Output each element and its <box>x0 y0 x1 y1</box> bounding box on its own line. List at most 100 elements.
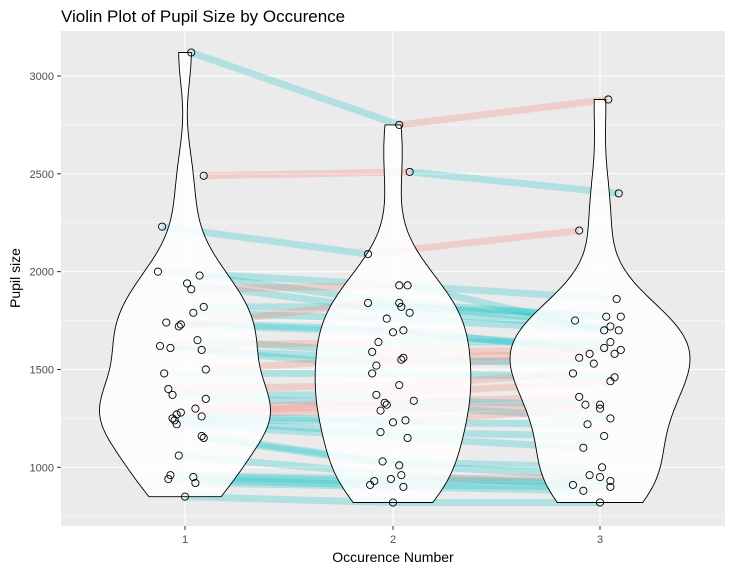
data-point <box>189 473 198 482</box>
data-point <box>366 480 375 489</box>
data-point <box>376 428 385 437</box>
data-point <box>153 267 163 276</box>
data-point <box>363 298 373 308</box>
data-point <box>600 431 609 441</box>
x-tick-label: 3 <box>597 534 603 546</box>
data-point <box>595 400 605 409</box>
x-axis-ticks: 1 2 3 <box>182 526 603 546</box>
x-axis-title: Occurence Number <box>332 549 454 565</box>
data-point <box>382 400 391 409</box>
data-point <box>160 369 169 378</box>
data-point <box>581 400 590 409</box>
data-point <box>616 345 625 354</box>
y-tick-label: 2500 <box>30 169 54 181</box>
data-point <box>568 369 578 378</box>
data-point <box>388 418 398 427</box>
data-point <box>374 338 383 347</box>
data-point <box>174 451 183 460</box>
data-point <box>168 414 177 423</box>
subject-line-segment <box>398 96 609 129</box>
data-point <box>397 302 406 311</box>
data-point <box>602 312 611 321</box>
chart-title: Violin Plot of Pupil Size by Occurence <box>61 7 345 26</box>
data-point <box>579 486 588 495</box>
data-point <box>170 416 179 425</box>
data-point <box>372 361 381 370</box>
y-tick-label: 1500 <box>30 364 54 376</box>
data-point <box>600 326 609 335</box>
data-point <box>199 433 208 443</box>
data-point <box>612 294 621 304</box>
data-point <box>575 392 584 401</box>
data-point <box>164 384 173 394</box>
data-point <box>199 302 208 311</box>
y-tick-label: 3000 <box>30 71 54 83</box>
data-point <box>187 285 196 294</box>
subject-line-segment <box>203 168 410 180</box>
data-point <box>158 222 167 231</box>
data-point <box>606 322 615 331</box>
data-point <box>187 48 196 57</box>
data-point <box>405 167 414 176</box>
data-point <box>164 474 173 484</box>
data-point <box>197 431 206 441</box>
data-point <box>191 404 200 413</box>
data-point <box>598 463 607 472</box>
violin-2 <box>314 124 472 503</box>
data-point <box>172 420 181 429</box>
data-point <box>368 369 377 378</box>
data-point <box>193 336 202 345</box>
x-tick-label: 1 <box>182 534 188 546</box>
data-point <box>395 120 404 129</box>
subject-line-segment <box>190 49 401 129</box>
violin-3 <box>509 99 691 503</box>
data-point <box>155 341 165 351</box>
data-point <box>610 349 619 358</box>
data-point <box>395 381 404 390</box>
data-point <box>199 171 208 180</box>
data-point <box>589 359 598 368</box>
data-point <box>388 328 398 337</box>
y-axis-title: Pupil size <box>7 248 23 308</box>
data-point <box>600 343 609 353</box>
data-point <box>380 398 389 407</box>
data-point <box>595 404 605 413</box>
data-point <box>604 95 613 104</box>
data-point <box>616 312 625 321</box>
y-tick-label: 2000 <box>30 267 54 279</box>
violins <box>99 52 691 503</box>
data-point <box>372 390 381 399</box>
data-point <box>368 347 377 356</box>
data-point <box>195 271 204 280</box>
data-point <box>585 349 594 358</box>
data-point <box>583 420 592 429</box>
data-point <box>399 326 408 335</box>
data-point <box>395 298 404 308</box>
data-point <box>401 416 410 425</box>
data-point <box>388 498 398 507</box>
data-point <box>403 281 412 290</box>
data-point <box>363 249 373 259</box>
data-point <box>403 433 412 443</box>
data-point <box>606 476 615 486</box>
data-point <box>585 471 594 480</box>
data-points <box>153 48 625 507</box>
data-point <box>168 390 177 399</box>
data-point <box>614 326 623 335</box>
data-point <box>614 189 623 198</box>
data-point <box>191 478 200 488</box>
data-point <box>570 316 580 325</box>
data-point <box>397 471 406 480</box>
data-point <box>197 412 206 421</box>
data-point <box>595 498 605 507</box>
data-point <box>399 353 408 362</box>
data-point <box>201 394 210 403</box>
data-point <box>386 474 395 484</box>
data-point <box>201 365 210 374</box>
data-point <box>197 345 206 354</box>
data-point <box>397 355 406 364</box>
y-axis-ticks: 1000 1500 2000 2500 3000 <box>30 71 61 474</box>
violin-1 <box>99 52 271 498</box>
data-point <box>575 353 584 362</box>
